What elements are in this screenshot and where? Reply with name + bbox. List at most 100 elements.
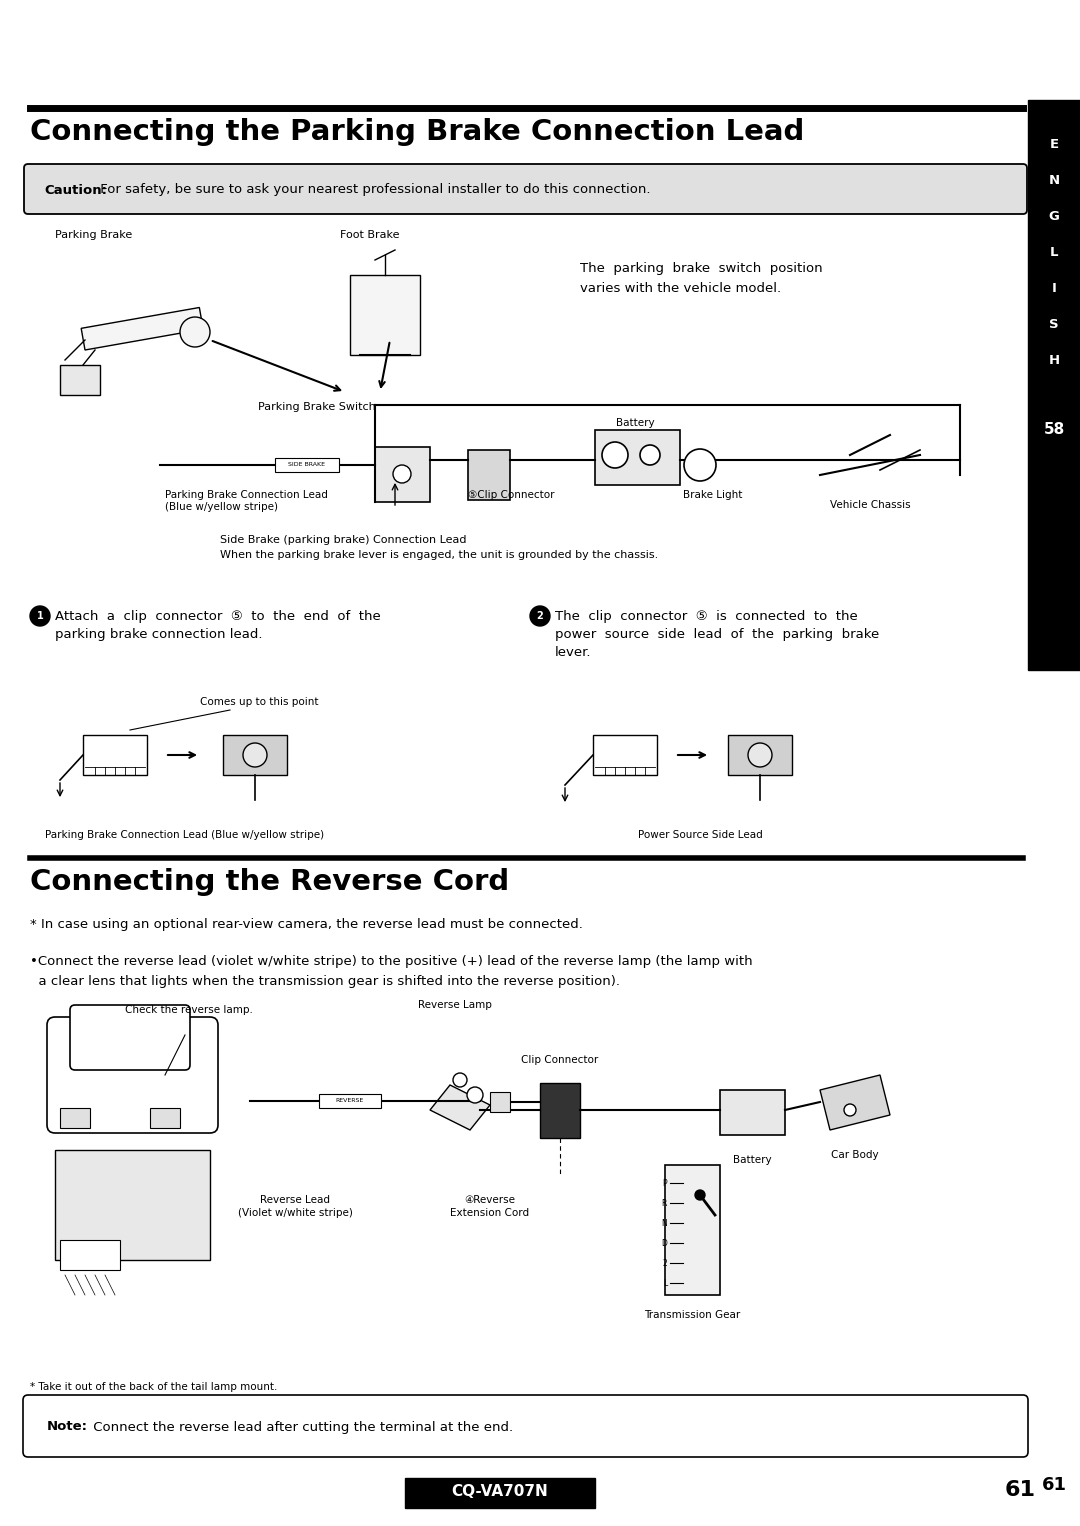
Text: Power Source Side Lead: Power Source Side Lead	[637, 830, 762, 839]
Bar	[540, 1083, 580, 1138]
Circle shape	[243, 743, 267, 768]
Text: The  clip  connector  ⑤  is  connected  to  the: The clip connector ⑤ is connected to the	[555, 610, 858, 623]
Text: Attach  a  clip  connector  ⑤  to  the  end  of  the: Attach a clip connector ⑤ to the end of …	[55, 610, 381, 623]
Text: 2: 2	[537, 610, 543, 621]
Bar	[150, 1108, 180, 1128]
Bar	[1028, 101, 1080, 670]
Circle shape	[30, 606, 50, 626]
Circle shape	[748, 743, 772, 768]
FancyBboxPatch shape	[23, 1395, 1028, 1457]
Text: Brake Light: Brake Light	[683, 490, 742, 501]
Text: SIDE BRAKE: SIDE BRAKE	[288, 462, 325, 467]
FancyBboxPatch shape	[48, 1016, 218, 1132]
Text: (Blue w/yellow stripe): (Blue w/yellow stripe)	[165, 502, 278, 513]
Text: Side Brake (parking brake) Connection Lead: Side Brake (parking brake) Connection Le…	[220, 536, 467, 545]
Bar	[405, 1479, 595, 1508]
Text: N: N	[661, 1218, 667, 1227]
Text: 58: 58	[1043, 423, 1065, 438]
Text: power  source  side  lead  of  the  parking  brake: power source side lead of the parking br…	[555, 629, 879, 641]
Text: The  parking  brake  switch  position: The parking brake switch position	[580, 262, 823, 275]
Text: Reverse Lead: Reverse Lead	[260, 1195, 330, 1206]
Text: Clip Connector: Clip Connector	[522, 1054, 598, 1065]
Text: Extension Cord: Extension Cord	[450, 1209, 529, 1218]
Text: Check the reverse lamp.: Check the reverse lamp.	[125, 1006, 253, 1015]
Text: Connecting the Reverse Cord: Connecting the Reverse Cord	[30, 868, 510, 896]
Text: 2: 2	[662, 1259, 667, 1268]
Text: I: I	[1052, 282, 1056, 296]
Text: Reverse Lamp: Reverse Lamp	[418, 1000, 491, 1010]
Text: Comes up to this point: Comes up to this point	[200, 697, 319, 707]
Text: 1: 1	[37, 610, 43, 621]
Text: S: S	[1049, 319, 1058, 331]
Text: G: G	[1049, 211, 1059, 223]
Text: Connecting the Parking Brake Connection Lead: Connecting the Parking Brake Connection …	[30, 118, 805, 146]
FancyBboxPatch shape	[319, 1094, 381, 1108]
Text: L: L	[663, 1279, 667, 1288]
Text: Transmission Gear: Transmission Gear	[644, 1309, 740, 1320]
Circle shape	[843, 1103, 856, 1116]
Bar	[595, 430, 680, 485]
Text: •Connect the reverse lead (violet w/white stripe) to the positive (+) lead of th: •Connect the reverse lead (violet w/whit…	[30, 955, 753, 967]
Polygon shape	[820, 1074, 890, 1129]
Text: 61: 61	[1004, 1480, 1036, 1500]
Bar	[593, 736, 657, 775]
Bar	[222, 736, 287, 775]
Text: Parking Brake Connection Lead (Blue w/yellow stripe): Parking Brake Connection Lead (Blue w/ye…	[45, 830, 325, 839]
Text: D: D	[661, 1239, 667, 1247]
Text: ④Reverse: ④Reverse	[464, 1195, 515, 1206]
Text: R: R	[662, 1198, 667, 1207]
Text: L: L	[1050, 247, 1058, 259]
Text: Caution:: Caution:	[44, 183, 107, 197]
Bar	[60, 1108, 90, 1128]
Circle shape	[530, 606, 550, 626]
Text: parking brake connection lead.: parking brake connection lead.	[55, 629, 262, 641]
Circle shape	[640, 446, 660, 465]
Text: H: H	[1049, 354, 1059, 368]
Circle shape	[180, 317, 210, 346]
Text: Parking Brake Connection Lead: Parking Brake Connection Lead	[165, 490, 328, 501]
Text: Battery: Battery	[732, 1155, 771, 1164]
Bar	[728, 736, 792, 775]
Bar	[350, 275, 420, 356]
Text: For safety, be sure to ask your nearest professional installer to do this connec: For safety, be sure to ask your nearest …	[96, 183, 650, 197]
Text: Connect the reverse lead after cutting the terminal at the end.: Connect the reverse lead after cutting t…	[89, 1421, 513, 1433]
Text: E: E	[1050, 139, 1058, 151]
Text: Note:: Note:	[48, 1421, 87, 1433]
Text: (Violet w/white stripe): (Violet w/white stripe)	[238, 1209, 352, 1218]
Text: When the parking brake lever is engaged, the unit is grounded by the chassis.: When the parking brake lever is engaged,…	[220, 549, 658, 560]
Text: a clear lens that lights when the transmission gear is shifted into the reverse : a clear lens that lights when the transm…	[30, 975, 620, 987]
Bar	[81, 308, 203, 349]
Bar	[83, 736, 147, 775]
Circle shape	[393, 465, 411, 484]
Text: Parking Brake Switch: Parking Brake Switch	[258, 401, 376, 412]
Bar	[720, 1090, 785, 1135]
Text: N: N	[1049, 174, 1059, 188]
Text: Battery: Battery	[616, 418, 654, 427]
Text: CQ-VA707N: CQ-VA707N	[451, 1485, 549, 1500]
Text: Parking Brake: Parking Brake	[55, 230, 132, 240]
Bar	[60, 1241, 120, 1270]
Text: 61: 61	[1041, 1476, 1067, 1494]
FancyBboxPatch shape	[24, 163, 1027, 214]
Bar	[55, 1151, 210, 1260]
Text: lever.: lever.	[555, 645, 592, 659]
Text: Car Body: Car Body	[832, 1151, 879, 1160]
Text: ⑤Clip Connector: ⑤Clip Connector	[468, 490, 554, 501]
Circle shape	[696, 1190, 705, 1199]
Circle shape	[453, 1073, 467, 1087]
Bar	[468, 450, 510, 501]
Bar	[490, 1093, 510, 1112]
Text: * In case using an optional rear-view camera, the reverse lead must be connected: * In case using an optional rear-view ca…	[30, 919, 583, 931]
Bar	[665, 1164, 720, 1296]
Text: * Take it out of the back of the tail lamp mount.: * Take it out of the back of the tail la…	[30, 1383, 278, 1392]
Circle shape	[684, 449, 716, 481]
Text: varies with the vehicle model.: varies with the vehicle model.	[580, 282, 781, 295]
FancyBboxPatch shape	[70, 1006, 190, 1070]
Bar	[60, 365, 100, 395]
FancyBboxPatch shape	[275, 458, 339, 472]
Text: Vehicle Chassis: Vehicle Chassis	[829, 501, 910, 510]
Text: P: P	[662, 1178, 667, 1187]
Circle shape	[467, 1087, 483, 1103]
Circle shape	[602, 443, 627, 468]
Bar	[375, 447, 430, 502]
